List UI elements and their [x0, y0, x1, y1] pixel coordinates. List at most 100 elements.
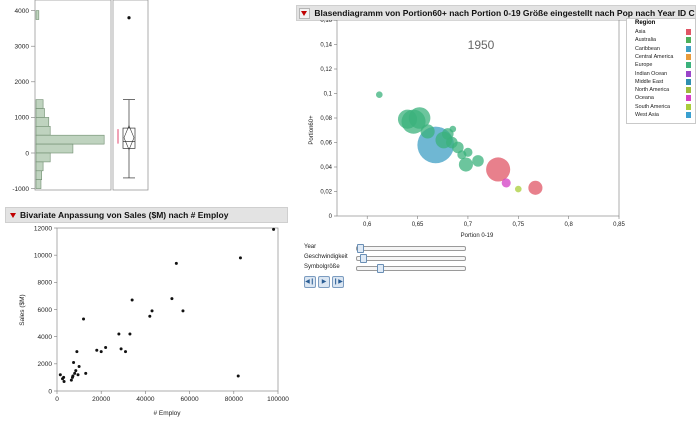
scatter-point: [62, 379, 66, 383]
bubble-menu-button[interactable]: [299, 8, 310, 20]
control-slider[interactable]: [356, 244, 466, 253]
distribution-y-axis: 4000 3000 2000 1000 0 -1000: [12, 8, 35, 193]
y-tick-label: 6000: [38, 307, 53, 314]
play-button[interactable]: ▶: [318, 276, 330, 288]
scatter-point: [119, 347, 123, 351]
bubble: [463, 147, 473, 157]
legend-swatch: [686, 112, 691, 118]
bivariate-title: Bivariate Anpassung von Sales ($M) nach …: [20, 210, 229, 220]
y-tick-label: 2000: [38, 361, 53, 368]
legend-item-label: Central America: [635, 53, 674, 60]
slider-thumb[interactable]: [357, 244, 364, 253]
slider-thumb[interactable]: [360, 254, 367, 263]
x-tick-label: 0,6: [363, 222, 372, 228]
x-tick-label: 0,85: [613, 222, 625, 228]
y-tick-label: 10000: [34, 252, 52, 259]
control-label: Geschwindigkeit: [304, 254, 348, 260]
legend-item[interactable]: Europe: [635, 62, 693, 69]
x-tick-label: 100000: [267, 396, 289, 403]
legend-swatch: [686, 62, 691, 69]
legend-item[interactable]: West Asia: [635, 112, 693, 118]
x-tick-label: 0,8: [564, 222, 573, 228]
scatter-point: [84, 371, 88, 375]
bubble: [486, 157, 511, 182]
scatter-point: [58, 373, 62, 377]
control-label: Symbolgröße: [304, 264, 340, 270]
legend-item[interactable]: Central America: [635, 53, 693, 60]
x-tick-label: 20000: [92, 396, 110, 403]
y-tick-label: 3000: [15, 44, 30, 51]
legend-item-label: Indian Ocean: [635, 70, 668, 77]
scatter-point: [117, 332, 121, 336]
y-tick-label: 0,06: [320, 141, 332, 147]
x-tick-label: 0,7: [464, 222, 473, 228]
boxplot-outlier: [127, 16, 131, 20]
legend-item[interactable]: Oceana: [635, 95, 693, 102]
bubble: [514, 185, 522, 193]
control-slider[interactable]: [356, 264, 466, 273]
scatter-point: [272, 227, 276, 231]
bubble-year-label: 1950: [468, 38, 495, 52]
scatter-point: [124, 350, 128, 354]
scatter-point: [95, 348, 99, 352]
step-back-button[interactable]: ◀❙: [304, 276, 316, 288]
legend-item[interactable]: Asia: [635, 29, 693, 35]
bubble: [376, 91, 383, 99]
y-tick-label: -1000: [12, 186, 29, 193]
legend-item-label: Middle East: [635, 78, 664, 85]
legend-item[interactable]: Caribbean: [635, 45, 693, 52]
y-tick-label: 8000: [38, 280, 53, 287]
legend-swatch: [686, 78, 691, 85]
y-tick-label: 0,02: [320, 190, 332, 196]
bivariate-title-bar[interactable]: Bivariate Anpassung von Sales ($M) nach …: [5, 207, 288, 223]
slider-thumb[interactable]: [377, 264, 384, 273]
y-tick-label: 1000: [15, 115, 30, 122]
scatter-point: [181, 309, 185, 313]
step-forward-button[interactable]: ❙▶: [332, 276, 344, 288]
control-label: Year: [304, 244, 317, 250]
scatter-point: [104, 346, 108, 350]
legend-swatch: [686, 37, 691, 44]
bubble: [501, 178, 511, 188]
control-slider[interactable]: [356, 254, 466, 263]
legend-item-label: North America: [635, 87, 670, 94]
histogram-bar: [35, 108, 45, 118]
scatter-point: [71, 374, 75, 378]
histogram-bar: [35, 170, 42, 181]
disclosure-triangle-icon[interactable]: [10, 212, 16, 218]
scatter-point: [128, 332, 132, 336]
scatter-point: [62, 375, 66, 379]
bivariate-plot-frame: [56, 227, 279, 392]
y-tick-label: 0,14: [320, 43, 332, 49]
bubble-x-label: Portion 0-19: [461, 233, 494, 239]
scatter-point: [73, 371, 77, 375]
scatter-point: [82, 317, 86, 321]
boxplot-frame: [112, 0, 149, 191]
bubble: [528, 180, 543, 195]
bubble-ticks: 0,6 0,65 0,7 0,75 0,8 0,85 0,16 0,14 0,12 0,1 0,08…: [320, 20, 625, 228]
x-tick-label: 40000: [136, 396, 154, 403]
scatter-point: [75, 350, 79, 354]
bubble-chart: 0,6 0,65 0,7 0,75 0,8 0,85 0,16 0,14 0,12 0,1 0,08…: [309, 20, 625, 239]
y-tick-label: 0: [25, 150, 29, 157]
scatter-point: [170, 297, 174, 301]
bubble-y-label: Portion60+: [309, 115, 315, 145]
histogram-bar: [35, 117, 50, 127]
legend-swatch: [686, 45, 691, 52]
legend-item[interactable]: Middle East: [635, 78, 693, 85]
histogram-bar: [35, 152, 51, 163]
bivariate-y-label: Sales ($M): [19, 294, 26, 325]
legend-item[interactable]: Australia: [635, 37, 693, 44]
bivariate-ticks: 0 20000 40000 60000 80000 1000001200010000800…: [34, 225, 289, 403]
histogram-bar: [35, 179, 42, 189]
legend-swatch: [686, 95, 691, 102]
bubble: [420, 124, 435, 139]
y-tick-label: 0,04: [320, 165, 332, 171]
scatter-point: [238, 256, 242, 260]
y-tick-label: 0,12: [320, 67, 332, 73]
legend-item[interactable]: South America: [635, 103, 693, 110]
legend-item[interactable]: Indian Ocean: [635, 70, 693, 77]
x-tick-label: 60000: [181, 396, 199, 403]
legend-item[interactable]: North America: [635, 87, 693, 94]
bubble-title: Blasendiagramm von Portion60+ nach Porti…: [314, 8, 696, 18]
